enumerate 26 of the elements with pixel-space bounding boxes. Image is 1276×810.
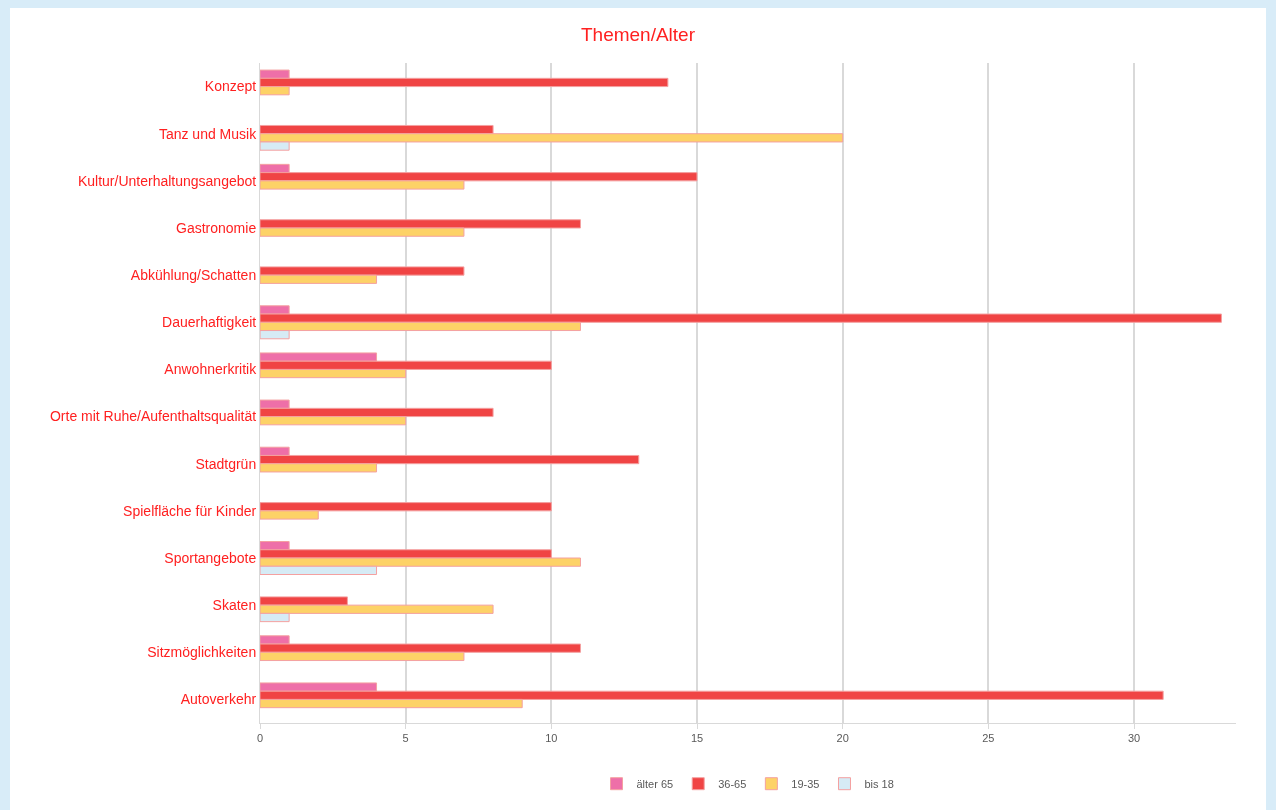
y-tick-label: Anwohnerkritik [164,361,258,378]
y-tick-label: Spielfläche für Kinder [123,502,257,519]
x-tick-label: 0 [256,732,264,745]
y-tick-label: Sitzmöglichkeiten [147,644,257,661]
y-tick-label: Konzept [204,78,257,95]
legend-label: älter 65 [636,777,674,790]
y-tick-label: Stadtgrün [195,455,257,472]
y-tick-label: Kultur/Unterhaltungsangebot [77,172,257,189]
y-tick-label: Dauerhaftigkeit [162,314,257,331]
y-tick-label: Skaten [212,597,257,614]
x-tick-label: 30 [1127,732,1141,745]
legend-label: 36-65 [718,777,747,790]
chart-title: Themen/Alter [580,24,696,46]
x-tick-label: 20 [836,732,849,745]
y-tick-label: Gastronomie [176,219,257,236]
legend-label: bis 18 [864,777,894,790]
x-tick-label: 10 [545,732,558,745]
y-tick-label: Tanz und Musik [158,125,258,142]
y-tick-label: Sportangebote [164,549,257,566]
y-tick-label: Autoverkehr [180,691,257,708]
x-tick-label: 15 [690,732,704,745]
legend-label: 19-35 [791,777,820,790]
y-tick-label: Orte mit Ruhe/Aufenthaltsqualität [49,408,257,425]
x-tick-label: 5 [402,732,409,745]
x-tick-label: 25 [982,732,995,745]
y-tick-label: Abkühlung/Schatten [130,267,257,284]
